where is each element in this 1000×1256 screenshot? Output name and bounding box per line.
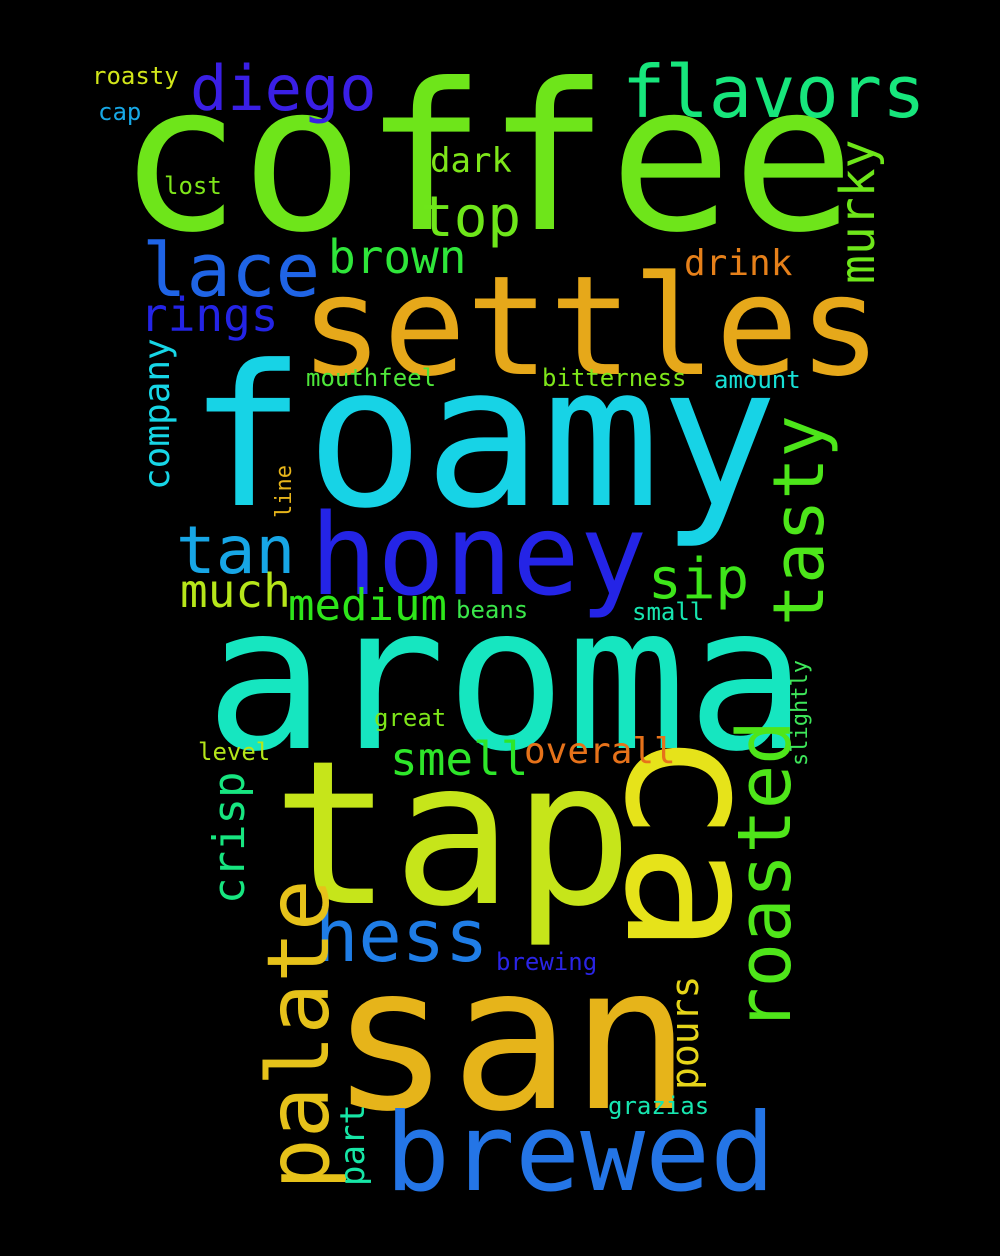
word-overall: overall (524, 731, 676, 772)
word-flavors: flavors (622, 50, 926, 134)
word-diego: diego (190, 52, 377, 125)
word-medium: medium (288, 580, 447, 631)
word-lace: lace (142, 228, 321, 314)
word-pours: pours (663, 975, 707, 1090)
word-settles: settles (300, 246, 882, 407)
word-drink: drink (684, 243, 793, 284)
word-dark: dark (430, 141, 512, 181)
word-smell: smell (390, 732, 529, 786)
word-san: san (330, 923, 692, 1156)
word-line: line (272, 465, 297, 518)
word-part: part (333, 1104, 373, 1186)
word-level: level (198, 738, 271, 766)
word-honey: honey (310, 491, 648, 621)
word-tasty: tasty (758, 415, 840, 626)
word-grazias: grazias (608, 1092, 710, 1120)
word-tan: tan (176, 512, 296, 589)
word-brewed: brewed (385, 1091, 776, 1216)
word-slightly: slightly (788, 660, 813, 766)
word-bitterness: bitterness (542, 364, 687, 392)
word-company: company (137, 338, 178, 490)
word-amount: amount (714, 366, 801, 394)
word-coffee: coffee (118, 41, 855, 278)
word-crisp: crisp (204, 771, 255, 904)
word-top: top (420, 185, 522, 250)
word-rings: rings (140, 288, 279, 342)
word-hess: hess (315, 894, 489, 978)
word-tap: tap (272, 718, 634, 951)
word-great: great (374, 704, 447, 732)
word-cap: cap (98, 98, 142, 126)
word-lost: lost (164, 172, 222, 200)
word-small: small (632, 598, 705, 626)
word-roasty: roasty (92, 62, 179, 90)
word-brewing: brewing (496, 948, 598, 976)
word-palate: palate (249, 879, 349, 1190)
word-brown: brown (328, 230, 467, 284)
word-aroma: aroma (205, 563, 808, 796)
word-beans: beans (456, 596, 529, 624)
word-mouthfeel: mouthfeel (306, 364, 437, 392)
word-foamy: foamy (188, 324, 779, 552)
word-sip: sip (648, 547, 750, 612)
word-murky: murky (830, 139, 886, 285)
word-roasted: roasted (722, 720, 808, 1032)
word-much: much (180, 564, 291, 618)
